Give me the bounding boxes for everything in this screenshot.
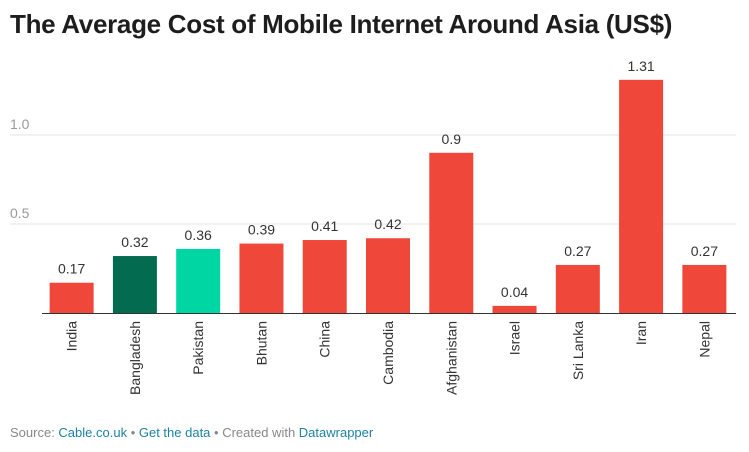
category-label: Bangladesh — [127, 321, 143, 395]
bar-afghanistan — [429, 152, 474, 313]
bar-sri-lanka — [555, 264, 600, 313]
bar-pakistan — [176, 248, 221, 313]
value-label: 0.41 — [311, 218, 338, 234]
bar-cambodia — [366, 238, 410, 313]
category-label: Bhutan — [253, 321, 269, 365]
chart-title: The Average Cost of Mobile Internet Arou… — [10, 9, 673, 39]
category-label: Iran — [633, 321, 649, 345]
bar-india — [49, 282, 94, 313]
created-with-text: • Created with — [210, 425, 299, 440]
value-label: 0.32 — [121, 234, 148, 250]
value-label: 1.31 — [627, 58, 654, 74]
footer: Source: Cable.co.uk • Get the data • Cre… — [10, 425, 373, 440]
category-label: India — [64, 321, 80, 352]
category-label: Pakistan — [190, 321, 206, 375]
bar-bangladesh — [112, 256, 157, 313]
bar-china — [302, 240, 347, 313]
bar-iran — [619, 79, 664, 313]
source-link[interactable]: Cable.co.uk — [58, 425, 128, 440]
get-the-data-link[interactable]: Get the data — [138, 425, 211, 440]
value-label: 0.04 — [501, 284, 528, 300]
value-label: 0.9 — [442, 131, 462, 147]
separator: • — [127, 425, 139, 440]
source-prefix: Source: — [10, 425, 59, 440]
value-label: 0.42 — [374, 216, 401, 232]
bar-bhutan — [239, 243, 284, 313]
value-label: 0.27 — [564, 243, 591, 259]
value-label: 0.17 — [58, 261, 85, 277]
bar-nepal — [682, 264, 727, 313]
category-label: Israel — [507, 321, 523, 355]
y-tick-label: 1.0 — [10, 116, 30, 132]
category-label: Afghanistan — [443, 321, 459, 395]
category-label: China — [317, 321, 333, 358]
value-label: 0.39 — [248, 222, 275, 238]
value-label: 0.27 — [691, 243, 718, 259]
category-label: Sri Lanka — [570, 321, 586, 380]
category-label: Nepal — [696, 321, 712, 358]
y-tick-label: 0.5 — [10, 205, 30, 221]
datawrapper-link[interactable]: Datawrapper — [298, 425, 374, 440]
value-label: 0.36 — [185, 227, 212, 243]
category-label: Cambodia — [380, 321, 396, 385]
bar-israel — [492, 305, 537, 313]
